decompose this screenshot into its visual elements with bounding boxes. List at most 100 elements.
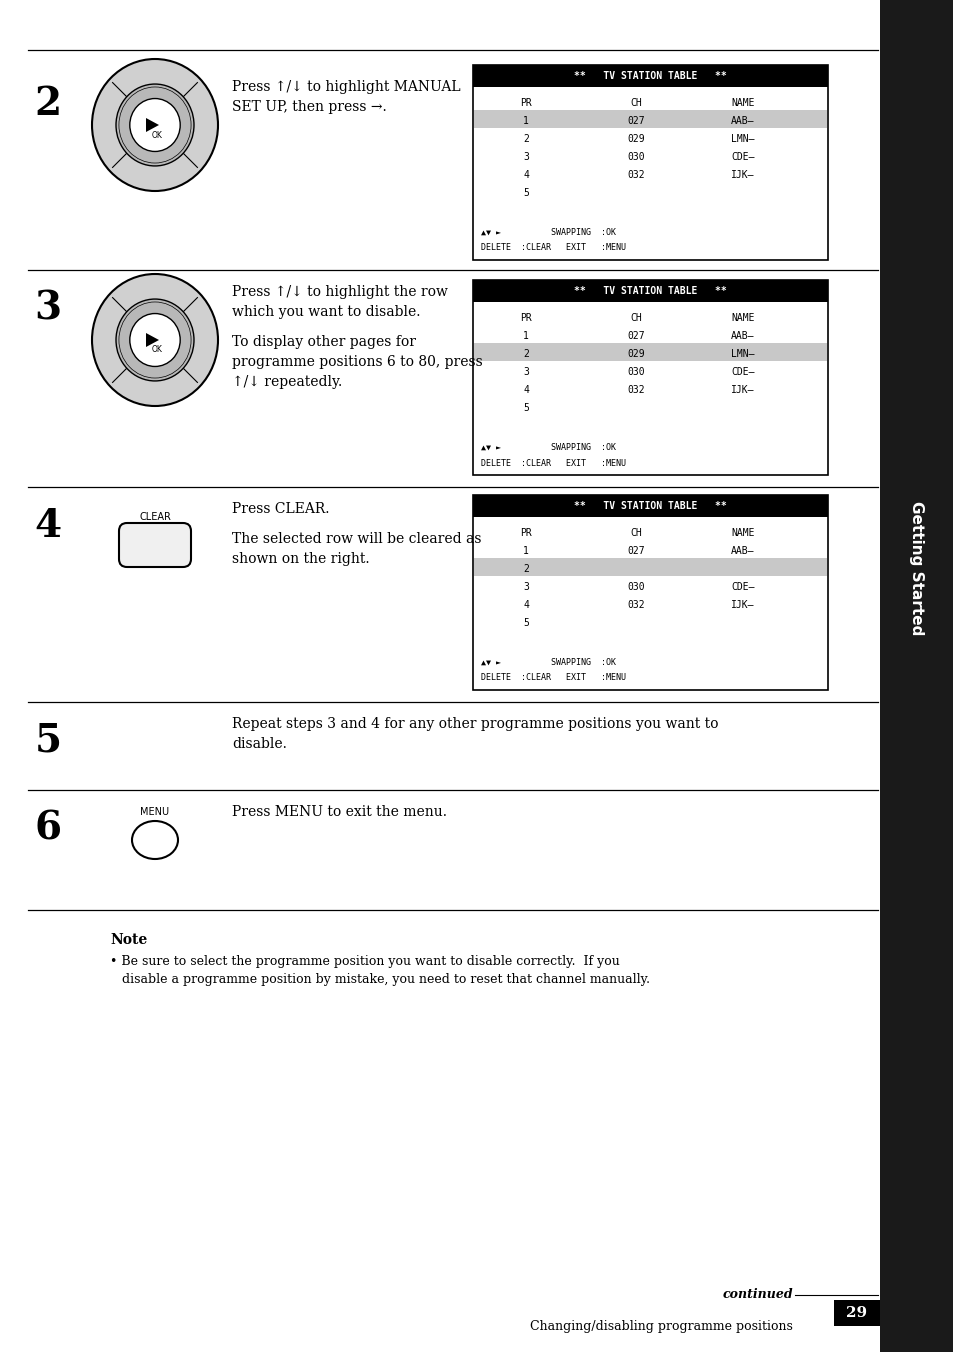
Text: 6: 6 (34, 810, 62, 848)
Text: 032: 032 (627, 600, 644, 610)
Text: DELETE  :CLEAR   EXIT   :MENU: DELETE :CLEAR EXIT :MENU (480, 673, 625, 683)
Bar (879, 0, 953, 1352)
Text: 1: 1 (523, 331, 529, 341)
Text: 1: 1 (523, 116, 529, 126)
Text: 4: 4 (523, 600, 529, 610)
Text: NAME: NAME (730, 97, 754, 108)
Text: 1: 1 (523, 546, 529, 556)
Text: The selected row will be cleared as: The selected row will be cleared as (232, 531, 481, 546)
Text: 027: 027 (627, 546, 644, 556)
Text: which you want to disable.: which you want to disable. (232, 306, 420, 319)
Text: AAB–: AAB– (730, 546, 754, 556)
Text: Getting Started: Getting Started (908, 500, 923, 635)
Bar (473, 280, 827, 301)
Ellipse shape (91, 59, 218, 191)
Text: AAB–: AAB– (730, 116, 754, 126)
Text: 030: 030 (627, 366, 644, 377)
Text: • Be sure to select the programme position you want to disable correctly.  If yo: • Be sure to select the programme positi… (110, 955, 619, 968)
Text: PR: PR (519, 529, 532, 538)
Text: 032: 032 (627, 385, 644, 395)
Text: 2: 2 (523, 349, 529, 360)
Bar (473, 495, 827, 690)
Ellipse shape (130, 99, 180, 151)
Text: ↑/↓ repeatedly.: ↑/↓ repeatedly. (232, 375, 342, 389)
Bar (473, 65, 827, 87)
Text: 029: 029 (627, 134, 644, 145)
Text: AAB–: AAB– (730, 331, 754, 341)
Text: 030: 030 (627, 151, 644, 162)
Text: IJK–: IJK– (730, 170, 754, 180)
Text: 5: 5 (34, 722, 62, 760)
Text: disable a programme position by mistake, you need to reset that channel manually: disable a programme position by mistake,… (122, 973, 649, 986)
Text: CDE–: CDE– (730, 366, 754, 377)
FancyBboxPatch shape (119, 523, 191, 566)
Text: **   TV STATION TABLE   **: ** TV STATION TABLE ** (574, 502, 726, 511)
Bar (474, 558, 826, 576)
Text: Repeat steps 3 and 4 for any other programme positions you want to: Repeat steps 3 and 4 for any other progr… (232, 717, 718, 731)
Text: 030: 030 (627, 581, 644, 592)
Text: NAME: NAME (730, 529, 754, 538)
Text: CDE–: CDE– (730, 151, 754, 162)
Text: 5: 5 (523, 618, 529, 627)
Text: OK: OK (152, 131, 162, 139)
Text: 5: 5 (523, 188, 529, 197)
Text: 3: 3 (523, 151, 529, 162)
Ellipse shape (116, 84, 193, 166)
Text: disable.: disable. (232, 737, 287, 750)
Text: SET UP, then press →.: SET UP, then press →. (232, 100, 386, 114)
Text: ▲▼ ►          SWAPPING  :OK: ▲▼ ► SWAPPING :OK (480, 657, 616, 667)
Text: IJK–: IJK– (730, 600, 754, 610)
Text: 2: 2 (523, 134, 529, 145)
Text: 4: 4 (34, 507, 62, 545)
Text: NAME: NAME (730, 314, 754, 323)
Text: ▲▼ ►          SWAPPING  :OK: ▲▼ ► SWAPPING :OK (480, 227, 616, 237)
Text: LMN–: LMN– (730, 134, 754, 145)
Text: 5: 5 (523, 403, 529, 412)
Text: To display other pages for: To display other pages for (232, 335, 416, 349)
Text: PR: PR (519, 314, 532, 323)
Ellipse shape (119, 87, 191, 164)
Ellipse shape (119, 301, 191, 379)
Bar (833, 1301, 879, 1326)
Text: 3: 3 (34, 289, 62, 329)
Text: continued: continued (721, 1288, 792, 1302)
Text: **   TV STATION TABLE   **: ** TV STATION TABLE ** (574, 72, 726, 81)
Text: CH: CH (630, 97, 641, 108)
Text: PR: PR (519, 97, 532, 108)
Ellipse shape (116, 299, 193, 381)
Text: OK: OK (152, 346, 162, 354)
Text: DELETE  :CLEAR   EXIT   :MENU: DELETE :CLEAR EXIT :MENU (480, 243, 625, 253)
Text: CH: CH (630, 529, 641, 538)
Polygon shape (146, 333, 159, 347)
Text: 2: 2 (34, 85, 62, 123)
Text: Note: Note (110, 933, 147, 946)
Ellipse shape (91, 274, 218, 406)
Text: 2: 2 (523, 564, 529, 575)
Text: 027: 027 (627, 116, 644, 126)
Ellipse shape (132, 821, 178, 859)
Text: 027: 027 (627, 331, 644, 341)
Text: 4: 4 (523, 385, 529, 395)
Text: programme positions 6 to 80, press: programme positions 6 to 80, press (232, 356, 482, 369)
Text: **   TV STATION TABLE   **: ** TV STATION TABLE ** (574, 287, 726, 296)
Text: IJK–: IJK– (730, 385, 754, 395)
Text: Press ↑/↓ to highlight the row: Press ↑/↓ to highlight the row (232, 285, 447, 299)
Text: MENU: MENU (140, 807, 170, 817)
Text: 032: 032 (627, 170, 644, 180)
Bar (473, 495, 827, 516)
Text: LMN–: LMN– (730, 349, 754, 360)
Ellipse shape (130, 314, 180, 366)
Text: CH: CH (630, 314, 641, 323)
Text: Changing/disabling programme positions: Changing/disabling programme positions (530, 1320, 792, 1333)
Text: Press CLEAR.: Press CLEAR. (232, 502, 329, 516)
Text: CDE–: CDE– (730, 581, 754, 592)
Text: ▲▼ ►          SWAPPING  :OK: ▲▼ ► SWAPPING :OK (480, 442, 616, 452)
Text: Press ↑/↓ to highlight MANUAL: Press ↑/↓ to highlight MANUAL (232, 80, 460, 95)
Bar (474, 343, 826, 361)
Text: DELETE  :CLEAR   EXIT   :MENU: DELETE :CLEAR EXIT :MENU (480, 458, 625, 468)
Bar (473, 65, 827, 260)
Polygon shape (146, 118, 159, 132)
Text: 3: 3 (523, 581, 529, 592)
Text: 3: 3 (523, 366, 529, 377)
Text: 29: 29 (845, 1306, 866, 1320)
